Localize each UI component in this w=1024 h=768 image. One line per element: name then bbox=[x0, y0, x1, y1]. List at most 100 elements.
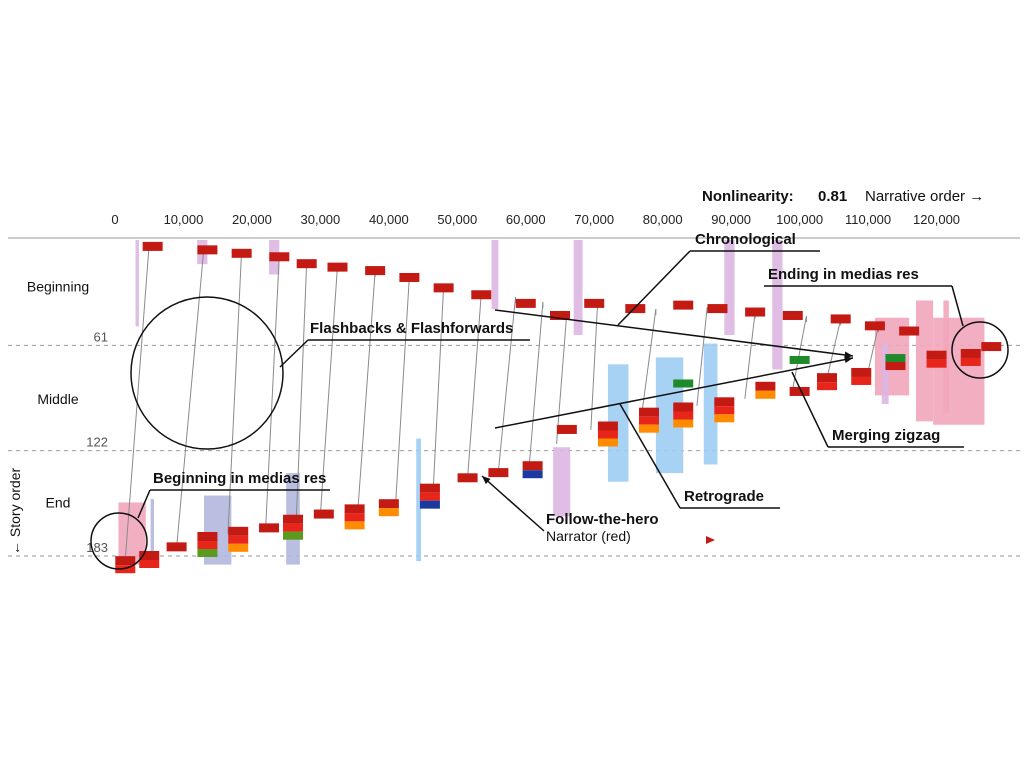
narrator-mark bbox=[231, 248, 252, 258]
narrator-mark bbox=[926, 350, 947, 360]
character-mark bbox=[639, 416, 659, 425]
jump-connector bbox=[641, 309, 657, 412]
section-label: Middle bbox=[37, 391, 78, 407]
narrator-mark bbox=[556, 424, 577, 434]
narrator-mark bbox=[471, 290, 492, 300]
annotation-narrator: Narrator (red) bbox=[546, 528, 631, 544]
x-tick-label: 30,000 bbox=[301, 212, 341, 227]
annotation-leader bbox=[279, 339, 309, 368]
y-axis-label: ← Story order bbox=[7, 468, 23, 555]
character-bar bbox=[916, 300, 934, 422]
character-mark bbox=[197, 541, 218, 550]
character-mark bbox=[228, 535, 249, 544]
section-label: End bbox=[46, 494, 71, 510]
annotation-arrow-head bbox=[844, 356, 853, 364]
narrator-mark bbox=[550, 310, 570, 320]
flashback-circle bbox=[130, 296, 284, 450]
annotation-leader bbox=[791, 371, 829, 448]
annotation-zigzag: Merging zigzag bbox=[832, 427, 940, 444]
narrator-mark bbox=[522, 461, 543, 471]
annotation-leader bbox=[619, 403, 681, 509]
y-tick-label: 122 bbox=[86, 435, 108, 450]
annotation-follow-hero: Follow-the-hero bbox=[546, 511, 659, 528]
narrator-mark bbox=[673, 402, 694, 412]
jump-connector bbox=[867, 326, 879, 372]
x-tick-label: 20,000 bbox=[232, 212, 272, 227]
character-mark bbox=[419, 500, 440, 509]
narrator-mark bbox=[673, 300, 694, 310]
jump-connector bbox=[826, 319, 842, 379]
annotation-leader bbox=[137, 489, 151, 519]
character-mark bbox=[378, 508, 399, 517]
jump-connector bbox=[497, 296, 516, 472]
narrator-mark bbox=[115, 556, 136, 566]
annotation-layer: Flashbacks & Flashforwards Chronological E… bbox=[90, 231, 1009, 570]
narrator-marker-icon bbox=[706, 536, 715, 544]
character-mark bbox=[714, 414, 735, 423]
character-mark bbox=[673, 419, 694, 428]
character-mark bbox=[714, 406, 735, 415]
narrator-mark bbox=[142, 241, 163, 251]
jump-connector bbox=[528, 302, 544, 467]
character-mark bbox=[419, 492, 440, 501]
x-tick-label: 120,000 bbox=[913, 212, 960, 227]
narrator-mark bbox=[488, 468, 509, 478]
narrator-mark bbox=[378, 499, 399, 509]
annotation-arrow bbox=[481, 475, 545, 532]
jump-connector bbox=[319, 265, 338, 515]
narrator-mark bbox=[269, 252, 290, 262]
annotation-retrograde: Retrograde bbox=[684, 488, 764, 505]
narrator-mark bbox=[960, 348, 981, 358]
x-tick-label: 0 bbox=[111, 212, 118, 227]
x-tick-label: 70,000 bbox=[574, 212, 614, 227]
narrator-mark bbox=[817, 373, 837, 383]
annotation-arrow-head bbox=[482, 476, 491, 485]
x-tick-label: 60,000 bbox=[506, 212, 546, 227]
narrator-mark bbox=[457, 473, 478, 483]
character-mark bbox=[960, 357, 981, 366]
character-bar bbox=[491, 240, 499, 310]
character-mark bbox=[522, 470, 543, 479]
narrator-mark bbox=[313, 509, 334, 519]
character-mark bbox=[755, 390, 776, 399]
character-mark bbox=[197, 549, 218, 558]
section-labels: Beginning Middle End bbox=[27, 279, 89, 511]
jump-connector bbox=[295, 262, 308, 517]
narrator-mark bbox=[745, 307, 766, 317]
narrator-mark bbox=[139, 551, 160, 560]
narrator-mark bbox=[899, 326, 920, 336]
character-mark bbox=[228, 543, 249, 552]
annotation-arrow bbox=[494, 309, 854, 357]
narrator-mark bbox=[864, 321, 885, 331]
jump-connector bbox=[696, 307, 708, 406]
scene-marks bbox=[115, 241, 1002, 574]
jump-connector bbox=[176, 246, 205, 548]
section-boundaries: 61 122 183 bbox=[8, 329, 1020, 557]
character-mark bbox=[926, 359, 947, 368]
x-tick-labels: 0 10,000 20,000 30,000 40,000 50,000 60,000 70,… bbox=[111, 212, 960, 227]
narrator-mark bbox=[789, 386, 810, 396]
annotation-leader bbox=[951, 285, 964, 327]
character-bar bbox=[724, 240, 735, 335]
x-tick-label: 110,000 bbox=[845, 212, 891, 227]
section-label: Beginning bbox=[27, 279, 89, 295]
annotation-ending: Ending in medias res bbox=[768, 266, 919, 283]
narrator-mark bbox=[344, 504, 365, 514]
jump-connector bbox=[556, 312, 568, 444]
jump-connector bbox=[265, 255, 280, 529]
character-mark bbox=[344, 521, 365, 530]
narrator-mark bbox=[433, 283, 454, 293]
character-bar bbox=[881, 343, 889, 405]
character-mark bbox=[851, 376, 872, 385]
jump-connector bbox=[467, 293, 482, 479]
narrator-mark bbox=[707, 304, 728, 314]
x-tick-label: 10,000 bbox=[164, 212, 204, 227]
y-tick-label: 61 bbox=[94, 329, 108, 344]
y-tick-label: 183 bbox=[86, 540, 108, 555]
character-mark bbox=[673, 411, 694, 420]
jump-connectors bbox=[124, 243, 879, 560]
x-tick-label: 100,000 bbox=[776, 212, 823, 227]
beginning-circle bbox=[90, 512, 148, 570]
narrator-mark bbox=[166, 542, 187, 552]
